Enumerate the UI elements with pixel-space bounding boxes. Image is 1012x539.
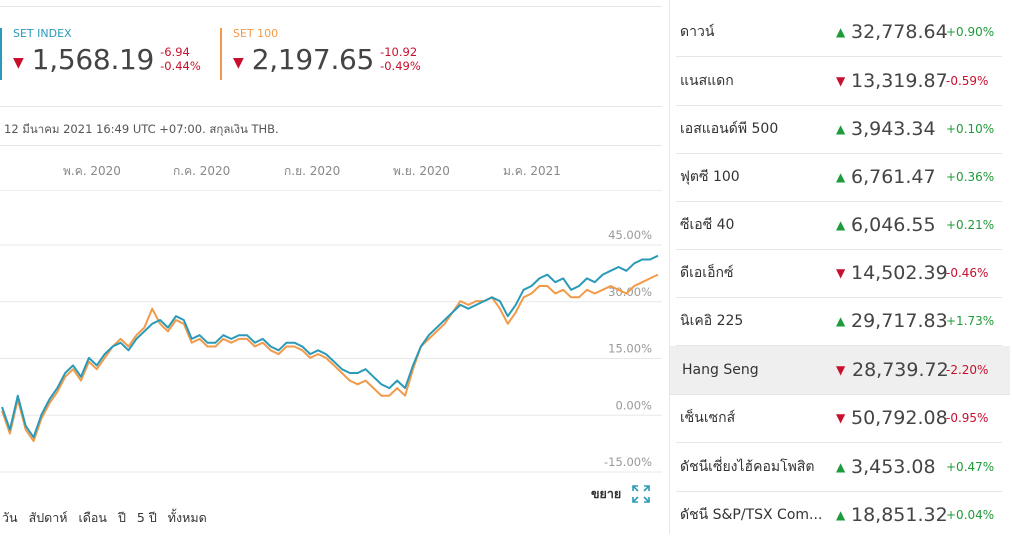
month-label: พ.ค. 2020 xyxy=(63,164,121,178)
down-arrow-icon: ▼ xyxy=(233,55,244,71)
market-row[interactable]: เซ็นเซกส์ ▼ 50,792.08 -0.95% xyxy=(676,394,1002,443)
index-name: SET INDEX xyxy=(13,27,72,40)
range-5year[interactable]: 5 ปี xyxy=(136,510,157,525)
market-row[interactable]: ดีเอเอ็กซ์ ▼ 14,502.39 -0.46% xyxy=(676,249,1002,298)
market-name: เซ็นเซกส์ xyxy=(680,410,736,426)
market-name: Hang Seng xyxy=(682,362,759,378)
market-change-pct: -2.20% xyxy=(946,363,989,377)
set100-summary[interactable]: SET 100 ▼ 2,197.65 -10.92 -0.49% xyxy=(220,28,421,80)
timestamp: 12 มีนาคม 2021 16:49 UTC +07:00. สกุลเงิ… xyxy=(4,122,279,136)
line-chart: 45.00% 30.00% 15.00% 0.00% -15.00% xyxy=(0,228,662,473)
y-tick-label: 30.00% xyxy=(608,285,652,299)
market-change-pct: +0.10% xyxy=(946,122,995,136)
down-arrow-icon: ▼ xyxy=(836,74,846,88)
market-value: 29,717.83 xyxy=(851,310,948,332)
down-arrow-icon: ▼ xyxy=(836,266,846,280)
market-change-pct: +1.73% xyxy=(946,314,995,328)
market-change-pct: -0.59% xyxy=(946,74,989,88)
market-name: ฟุตซี 100 xyxy=(680,169,740,185)
market-name: ดัชนี S&P/TSX Com... xyxy=(680,507,823,523)
market-change-pct: +0.47% xyxy=(946,460,995,474)
market-list: ดาวน์ ▲ 32,778.64 +0.90% แนสแดก ▼ 13,319… xyxy=(670,0,1012,534)
market-row[interactable]: นิเคอิ 225 ▲ 29,717.83 +1.73% xyxy=(676,297,1002,346)
performance-chart[interactable]: 45.00% 30.00% 15.00% 0.00% -15.00% xyxy=(0,200,662,480)
index-chart-panel: SET INDEX ▼ 1,568.19 -6.94 -0.44% SET 10… xyxy=(0,6,662,528)
index-value: 2,197.65 xyxy=(251,43,375,76)
y-tick-label: 15.00% xyxy=(608,342,652,356)
y-tick-label: -15.00% xyxy=(604,455,652,469)
market-row[interactable]: แนสแดก ▼ 13,319.87 -0.59% xyxy=(676,57,1002,106)
market-value: 3,453.08 xyxy=(851,456,936,478)
month-label: พ.ย. 2020 xyxy=(393,164,450,178)
range-selector: วัน สัปดาห์ เดือน ปี 5 ปี ทั้งหมด xyxy=(2,508,218,528)
divider xyxy=(0,106,662,107)
market-row[interactable]: เอสแอนด์พี 500 ▲ 3,943.34 +0.10% xyxy=(676,105,1002,154)
set-index-summary[interactable]: SET INDEX ▼ 1,568.19 -6.94 -0.44% xyxy=(0,28,201,80)
expand-button[interactable]: ขยาย xyxy=(591,484,651,504)
market-row[interactable]: ซีเอซี 40 ▲ 6,046.55 +0.21% xyxy=(676,201,1002,250)
month-label: ม.ค. 2021 xyxy=(503,164,561,178)
up-arrow-icon: ▲ xyxy=(836,122,846,136)
divider xyxy=(0,190,662,191)
up-arrow-icon: ▲ xyxy=(836,218,846,232)
series-line-set-index xyxy=(1,254,659,439)
index-change-pct: -0.44% xyxy=(160,59,201,73)
market-change-pct: -0.95% xyxy=(946,411,989,425)
market-row-highlighted[interactable]: Hang Seng ▼ 28,739.72 -2.20% xyxy=(670,346,1010,395)
market-row[interactable]: ฟุตซี 100 ▲ 6,761.47 +0.36% xyxy=(676,153,1002,202)
month-label: ก.ย. 2020 xyxy=(284,164,341,178)
y-tick-label: 45.00% xyxy=(608,228,652,242)
month-axis: พ.ค. 2020 ก.ค. 2020 ก.ย. 2020 พ.ย. 2020 … xyxy=(0,162,662,178)
market-change-pct: +0.36% xyxy=(946,170,995,184)
market-change-pct: +0.90% xyxy=(946,25,995,39)
market-change-pct: -0.46% xyxy=(946,266,989,280)
market-value: 18,851.32 xyxy=(851,504,948,526)
range-week[interactable]: สัปดาห์ xyxy=(28,510,68,525)
index-name: SET 100 xyxy=(233,27,279,40)
divider xyxy=(0,6,662,7)
market-name: นิเคอิ 225 xyxy=(680,313,744,329)
market-name: ดีเอเอ็กซ์ xyxy=(680,265,734,281)
market-row[interactable]: ดัชนี S&P/TSX Com... ▲ 18,851.32 +0.04% xyxy=(676,491,1002,539)
month-label: ก.ค. 2020 xyxy=(173,164,231,178)
market-name: เอสแอนด์พี 500 xyxy=(680,121,779,137)
market-row[interactable]: ดาวน์ ▲ 32,778.64 +0.90% xyxy=(676,8,1002,57)
expand-icon xyxy=(632,485,651,503)
index-change-pct: -0.49% xyxy=(380,59,421,73)
market-change-pct: +0.21% xyxy=(946,218,995,232)
divider xyxy=(0,145,662,146)
expand-label: ขยาย xyxy=(591,486,622,501)
range-year[interactable]: ปี xyxy=(117,510,126,525)
index-value: 1,568.19 xyxy=(31,43,155,76)
market-value: 28,739.72 xyxy=(852,359,949,381)
index-change: -6.94 xyxy=(160,45,190,59)
range-day[interactable]: วัน xyxy=(2,510,18,525)
up-arrow-icon: ▲ xyxy=(836,460,846,474)
market-value: 13,319.87 xyxy=(851,70,948,92)
down-arrow-icon: ▼ xyxy=(13,55,24,71)
market-value: 6,046.55 xyxy=(851,214,936,236)
market-name: ดัชนีเซี่ยงไฮ้คอมโพสิต xyxy=(680,459,815,475)
index-change: -10.92 xyxy=(380,45,418,59)
market-name: ดาวน์ xyxy=(680,24,715,40)
market-value: 50,792.08 xyxy=(851,407,948,429)
down-arrow-icon: ▼ xyxy=(836,411,846,425)
market-value: 6,761.47 xyxy=(851,166,936,188)
market-value: 3,943.34 xyxy=(851,118,936,140)
market-name: ซีเอซี 40 xyxy=(680,217,735,233)
range-month[interactable]: เดือน xyxy=(78,510,107,525)
up-arrow-icon: ▲ xyxy=(836,170,846,184)
market-change-pct: +0.04% xyxy=(946,508,995,522)
range-all[interactable]: ทั้งหมด xyxy=(167,510,207,525)
panel-divider xyxy=(669,0,670,534)
market-row[interactable]: ดัชนีเซี่ยงไฮ้คอมโพสิต ▲ 3,453.08 +0.47% xyxy=(676,443,1002,492)
market-name: แนสแดก xyxy=(680,73,734,89)
market-value: 14,502.39 xyxy=(851,262,948,284)
down-arrow-icon: ▼ xyxy=(836,363,846,377)
up-arrow-icon: ▲ xyxy=(836,25,846,39)
up-arrow-icon: ▲ xyxy=(836,314,846,328)
up-arrow-icon: ▲ xyxy=(836,508,846,522)
y-tick-label: 0.00% xyxy=(615,398,652,412)
market-value: 32,778.64 xyxy=(851,21,948,43)
